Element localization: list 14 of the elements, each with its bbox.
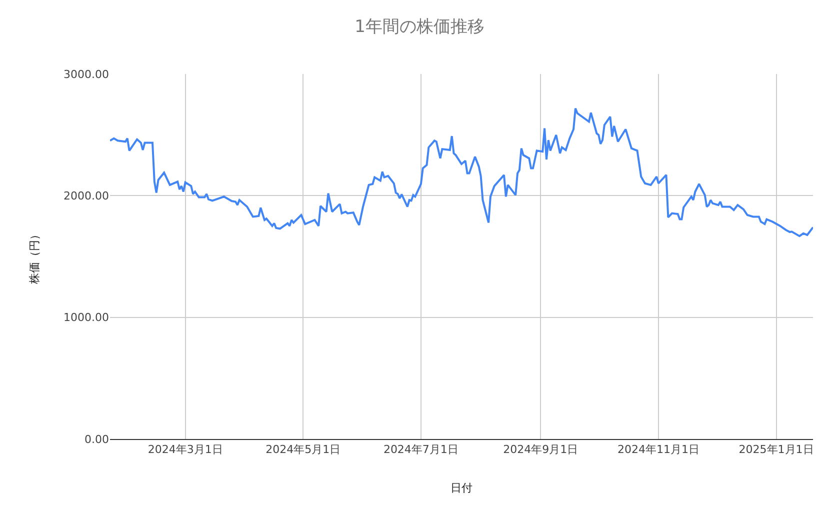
line-series bbox=[110, 107, 813, 238]
y-axis-title: 株価（円） bbox=[28, 229, 42, 285]
x-axis-title: 日付 bbox=[450, 481, 472, 494]
y-tick-label: 2000.00 bbox=[64, 190, 109, 203]
x-tick-label: 2025年1月1日 bbox=[738, 443, 814, 456]
x-tick-label: 2024年9月1日 bbox=[503, 443, 578, 456]
x-tick-label: 2024年11月1日 bbox=[617, 443, 700, 456]
y-tick-label: 3000.00 bbox=[64, 68, 109, 81]
y-tick-label: 0.00 bbox=[84, 432, 109, 446]
x-tick-label: 2024年5月1日 bbox=[266, 443, 341, 456]
y-tick-label: 1000.00 bbox=[64, 311, 109, 324]
x-tick-label: 2024年7月1日 bbox=[383, 443, 458, 456]
chart-title: 1年間の株価推移 bbox=[354, 16, 484, 37]
x-tick-label: 2024年3月1日 bbox=[148, 443, 223, 456]
